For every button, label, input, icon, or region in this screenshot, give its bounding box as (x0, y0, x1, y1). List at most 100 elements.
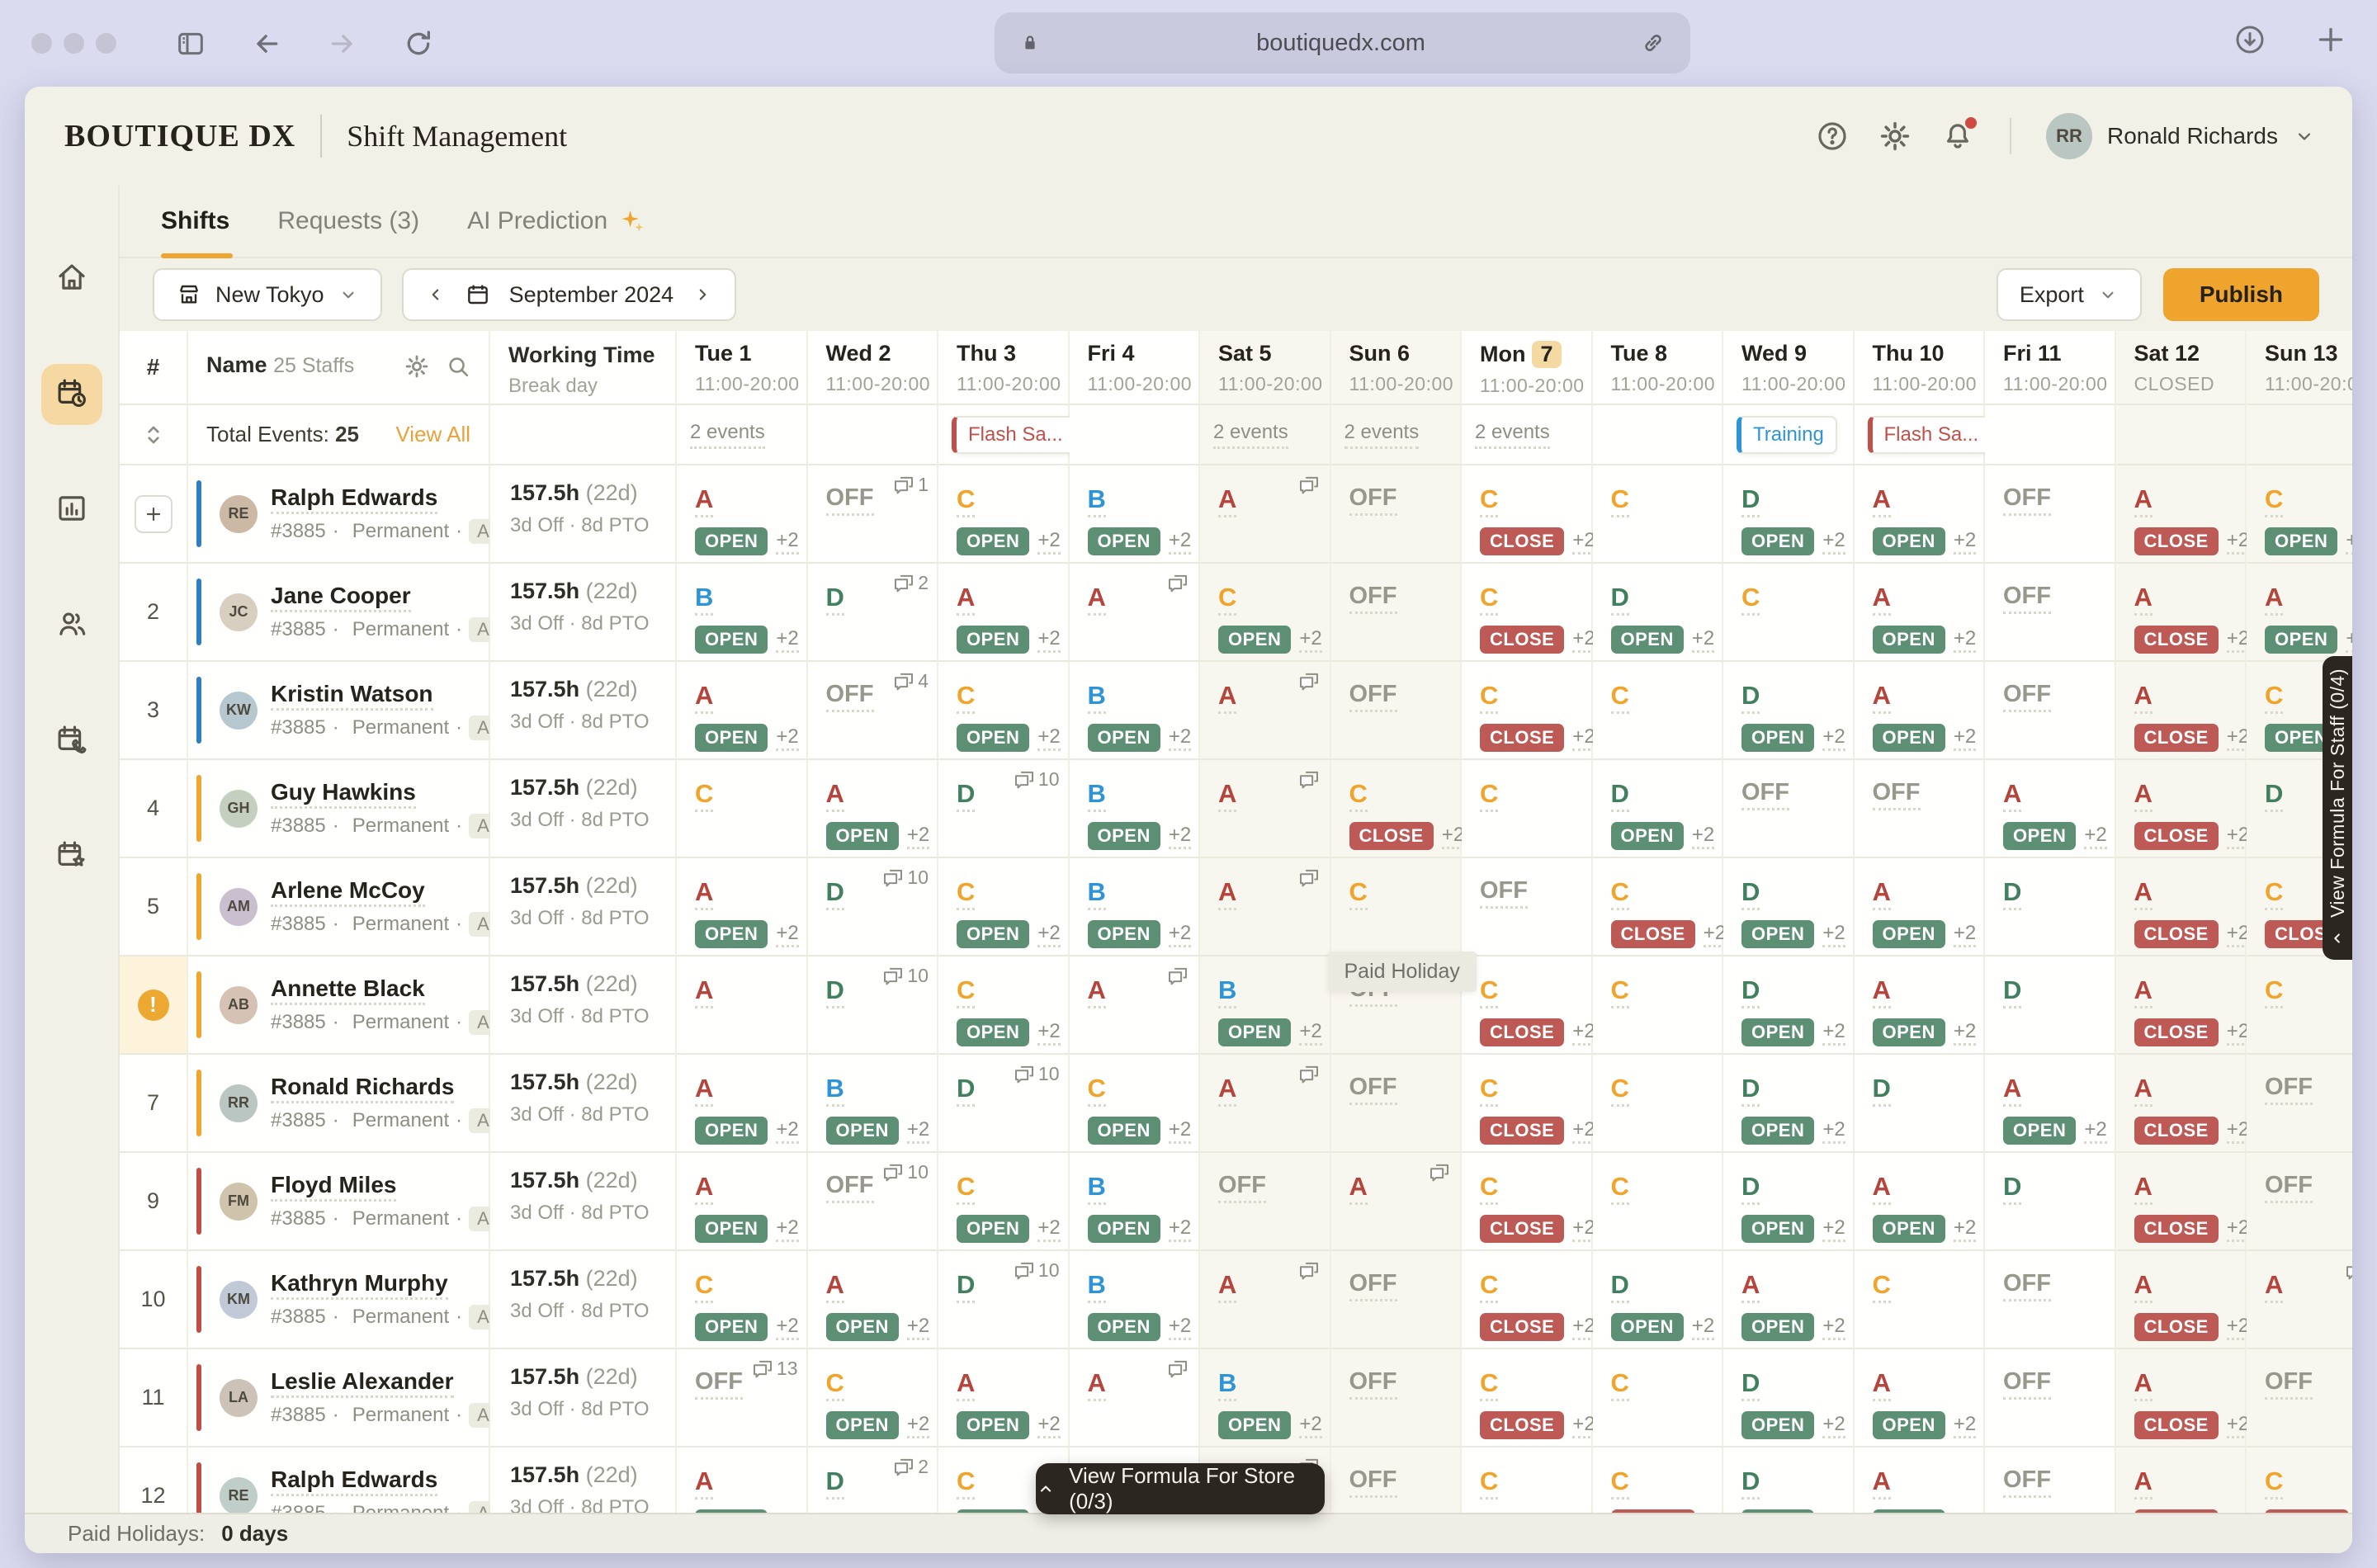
more-count[interactable]: +2 (1572, 725, 1595, 751)
event-count[interactable]: 2 events (690, 421, 765, 449)
shift-status-badge[interactable]: OPEN (2265, 527, 2338, 556)
more-count[interactable]: +2 (1703, 922, 1727, 947)
comment-icon[interactable]: 10 (1012, 1258, 1060, 1282)
event-cell[interactable]: 2 events (1462, 405, 1593, 465)
sidebar-item-calendar-phone[interactable] (41, 711, 102, 772)
shift-code[interactable]: OFF (2003, 583, 2051, 614)
more-count[interactable]: +2 (2226, 1020, 2250, 1046)
shift-code[interactable]: D (957, 1270, 976, 1304)
shift-cell[interactable]: OFF (2247, 1055, 2352, 1153)
shift-cell[interactable]: A CLOSE +2 (2115, 956, 2250, 1055)
shift-cell[interactable]: C CLOSE +2 (1462, 956, 1595, 1055)
shift-code[interactable]: A (2134, 1172, 2153, 1206)
shift-cell[interactable]: A OPEN +2 (1854, 662, 1985, 760)
shift-cell[interactable]: C (1592, 1055, 1723, 1153)
shift-status-badge[interactable]: OPEN (957, 527, 1030, 556)
more-count[interactable]: +2 (1822, 725, 1845, 751)
shift-code[interactable]: A (1872, 1368, 1891, 1402)
more-count[interactable]: +2 (1572, 627, 1595, 653)
shift-code[interactable]: A (1218, 484, 1237, 518)
shift-status-badge[interactable]: CLOSE (1480, 1313, 1565, 1342)
more-count[interactable]: +2 (2346, 627, 2352, 653)
shift-cell[interactable]: 10 D (807, 956, 938, 1055)
shift-code[interactable]: C (695, 1270, 714, 1304)
shift-status-badge[interactable]: OPEN (825, 1411, 899, 1440)
event-cell[interactable] (2115, 405, 2247, 465)
shift-code[interactable]: C (957, 484, 976, 518)
more-count[interactable]: +2 (2226, 1118, 2250, 1144)
shift-cell[interactable]: A (1069, 564, 1200, 662)
shift-status-badge[interactable]: OPEN (957, 920, 1030, 949)
shift-cell[interactable]: A OPEN +2 (1854, 956, 1985, 1055)
shift-code[interactable]: OFF (1349, 681, 1397, 712)
shift-code[interactable]: A (695, 681, 714, 715)
more-count[interactable]: +2 (1572, 1413, 1595, 1438)
shift-code[interactable]: OFF (1218, 1172, 1266, 1203)
shift-cell[interactable]: C (1723, 564, 1855, 662)
shift-code[interactable]: A (1872, 1466, 1891, 1500)
shift-status-badge[interactable]: OPEN (1087, 724, 1160, 753)
shift-status-badge[interactable]: OPEN (2003, 822, 2077, 851)
shift-cell[interactable]: C CLOSE +2 (1462, 1055, 1595, 1153)
shift-code[interactable]: D (957, 779, 976, 813)
shift-code[interactable]: OFF (2265, 1172, 2313, 1203)
shift-code[interactable]: D (1872, 1074, 1891, 1108)
shift-code[interactable]: OFF (2003, 681, 2051, 712)
shift-cell[interactable]: C (1592, 1349, 1723, 1448)
shift-code[interactable]: D (825, 975, 844, 1009)
shift-code[interactable]: A (2003, 779, 2022, 813)
shift-cell[interactable]: C (1330, 858, 1462, 956)
shift-cell[interactable]: C CLOSE +2 (1462, 1153, 1595, 1251)
shift-status-badge[interactable]: CLOSE (2134, 822, 2219, 851)
next-month-icon[interactable] (692, 284, 713, 305)
more-count[interactable]: +2 (1822, 1020, 1845, 1046)
user-menu[interactable]: RR Ronald Richards (2046, 113, 2316, 159)
comment-icon[interactable]: 4 (891, 668, 929, 693)
shift-status-badge[interactable]: CLOSE (2134, 1018, 2219, 1047)
shift-code[interactable]: OFF (2265, 1368, 2313, 1400)
comment-icon[interactable] (1427, 1159, 1452, 1184)
shift-cell[interactable]: C CLOSE +2 (1462, 465, 1595, 564)
forward-icon[interactable] (326, 27, 359, 60)
shift-cell[interactable]: D (1854, 1055, 1985, 1153)
url-text[interactable]: boutiquedx.com (1256, 29, 1425, 56)
comment-icon[interactable] (1165, 963, 1190, 988)
more-count[interactable]: +2 (1168, 1315, 1192, 1340)
shift-cell[interactable]: C (1592, 1153, 1723, 1251)
more-count[interactable]: +2 (1168, 824, 1192, 849)
shift-code[interactable]: A (2134, 681, 2153, 715)
shift-status-badge[interactable]: OPEN (1872, 920, 1945, 949)
shift-cell[interactable]: B OPEN +2 (1069, 662, 1200, 760)
shift-cell[interactable]: C OPEN +2 (938, 956, 1070, 1055)
more-count[interactable]: +2 (1822, 529, 1845, 555)
shift-code[interactable]: A (2003, 1074, 2022, 1108)
shift-code[interactable]: C (1349, 779, 1368, 813)
shift-status-badge[interactable]: OPEN (957, 724, 1030, 753)
more-count[interactable]: +2 (2226, 725, 2250, 751)
sidebar-item-calendar-clock[interactable] (40, 364, 102, 425)
shift-cell[interactable]: C OPEN +2 (1200, 564, 1331, 662)
shift-cell[interactable]: OFF (1723, 760, 1855, 858)
sidebar-item-users[interactable] (41, 595, 102, 656)
warning-icon[interactable]: ! (137, 989, 169, 1021)
shift-code[interactable]: C (1610, 1172, 1629, 1206)
more-count[interactable]: +2 (1037, 1020, 1061, 1046)
shift-cell[interactable]: 10 D (807, 858, 938, 956)
shift-code[interactable]: A (1872, 1172, 1891, 1206)
more-count[interactable]: +2 (1037, 1216, 1061, 1242)
shift-cell[interactable]: A (1069, 1349, 1200, 1448)
shift-status-badge[interactable]: OPEN (957, 1018, 1030, 1047)
shift-cell[interactable]: B OPEN +2 (807, 1055, 938, 1153)
more-count[interactable]: +2 (1168, 1118, 1192, 1144)
shift-cell[interactable]: D (1985, 956, 2116, 1055)
shift-cell[interactable]: A OPEN +2 (1854, 1349, 1985, 1448)
shift-code[interactable]: A (695, 975, 714, 1009)
more-count[interactable]: +2 (1953, 1216, 1977, 1242)
shift-cell[interactable]: A CLOSE +2 (2115, 1153, 2250, 1251)
more-count[interactable]: +2 (2226, 1216, 2250, 1242)
shift-code[interactable]: B (1087, 484, 1106, 518)
shift-cell[interactable]: C CLOSE +2 (1462, 1251, 1595, 1349)
